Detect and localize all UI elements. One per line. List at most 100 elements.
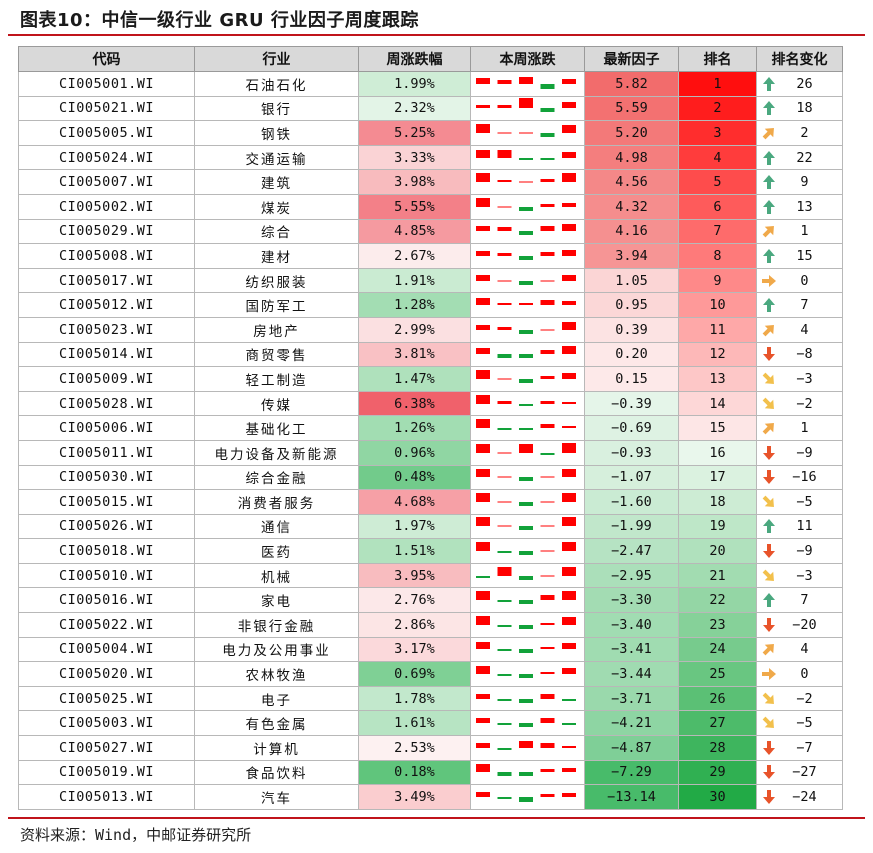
- footer-divider: [8, 817, 865, 819]
- industry-code: CI005003.WI: [18, 710, 195, 737]
- rank-change-value: 18: [796, 100, 813, 117]
- sparkline-bar: [561, 745, 576, 748]
- title-divider: [8, 34, 865, 36]
- weekly-return: 1.91%: [358, 267, 471, 294]
- sparkline-bar: [561, 124, 576, 133]
- rank: 3: [678, 120, 757, 146]
- sparkline-bar: [540, 329, 554, 331]
- weekly-sparkline: [475, 76, 576, 89]
- rank: 19: [678, 513, 757, 540]
- rank-change: 0: [756, 267, 843, 294]
- rank-change: −7: [756, 735, 843, 761]
- sparkline-bar: [540, 501, 554, 503]
- rank-change-value: −24: [792, 789, 817, 806]
- industry-name: 电子: [194, 685, 359, 712]
- weekly-sparkline: [475, 123, 576, 137]
- sparkline-bar: [497, 326, 511, 330]
- sparkline-bar: [540, 550, 554, 552]
- header-rank-change: 排名变化: [756, 46, 843, 72]
- sparkline-bar: [518, 600, 533, 605]
- industry-code: CI005004.WI: [18, 636, 195, 663]
- rank: 23: [678, 612, 757, 638]
- table-row: CI005001.WI 石油石化 1.99% 5.82 1 26: [18, 71, 843, 97]
- weekly-sparkline: [475, 98, 576, 113]
- trend-up-right-arrow-icon: [762, 128, 774, 140]
- weekly-return: 0.69%: [358, 661, 471, 687]
- weekly-return: 1.61%: [358, 710, 471, 737]
- rank-change-value: 22: [796, 149, 813, 166]
- industry-code: CI005014.WI: [18, 341, 195, 368]
- industry-code: CI005020.WI: [18, 661, 195, 687]
- sparkline-bar: [540, 742, 554, 748]
- rank: 27: [678, 710, 757, 737]
- weekly-return: 1.78%: [358, 685, 471, 712]
- sparkline-bar: [497, 400, 511, 404]
- weekly-sparkline: [475, 394, 576, 406]
- sparkline-bar: [518, 698, 533, 703]
- sparkline-bar: [518, 740, 533, 748]
- rank-change-value: −27: [792, 764, 817, 781]
- sparkline-bar: [475, 792, 490, 798]
- sparkline-bar: [561, 372, 576, 379]
- rank-change: −5: [756, 710, 843, 737]
- rank: 24: [678, 636, 757, 663]
- rank-change-value: −3: [796, 370, 813, 387]
- table-row: CI005022.WI 非银行金融 2.86% −3.40 23 −20: [18, 612, 843, 638]
- sparkline-bar: [475, 123, 490, 133]
- industry-name: 消费者服务: [194, 489, 359, 515]
- sparkline-bar: [475, 693, 490, 699]
- industry-name: 食品饮料: [194, 759, 359, 786]
- sparkline-bar: [540, 525, 554, 527]
- sparkline-bar: [540, 693, 554, 699]
- sparkline-bar: [540, 251, 554, 256]
- sparkline-bar: [561, 591, 576, 601]
- table-row: CI005029.WI 综合 4.85% 4.16 7 1: [18, 218, 843, 245]
- sparkline-bar: [561, 492, 576, 502]
- table-row: CI005014.WI 商贸零售 3.81% 0.20 12 −8: [18, 341, 843, 368]
- trend-up-arrow-icon: [763, 101, 775, 116]
- rank-change-value: 4: [800, 321, 809, 338]
- sparkline-bar: [561, 616, 576, 625]
- header-weekly-return: 周涨跌幅: [358, 46, 471, 72]
- sparkline-bar: [561, 442, 576, 453]
- sparkline-bar: [475, 274, 490, 281]
- industry-name: 综合金融: [194, 464, 359, 491]
- weekly-sparkline-cell: [470, 71, 585, 97]
- sparkline-bar: [475, 197, 490, 207]
- trend-down-right-arrow-icon: [762, 569, 774, 581]
- latest-factor: 4.16: [584, 218, 679, 245]
- sparkline-bar: [475, 149, 490, 158]
- rank-change-value: 0: [800, 666, 809, 683]
- weekly-sparkline-cell: [470, 513, 585, 540]
- rank: 26: [678, 685, 757, 712]
- header-weekly-sparkline: 本周涨跌: [470, 46, 585, 72]
- trend-up-arrow-icon: [763, 76, 775, 91]
- trend-down-right-arrow-icon: [762, 692, 774, 704]
- trend-down-arrow-icon: [763, 470, 775, 485]
- header-code: 代码: [18, 46, 195, 72]
- weekly-sparkline: [475, 615, 576, 629]
- latest-factor: 5.59: [584, 95, 679, 122]
- weekly-sparkline: [475, 517, 576, 531]
- sparkline-bar: [518, 329, 533, 334]
- latest-factor: −7.29: [584, 759, 679, 786]
- rank-change: 18: [756, 95, 843, 122]
- trend-down-arrow-icon: [763, 347, 775, 362]
- weekly-sparkline-cell: [470, 292, 585, 318]
- rank: 11: [678, 316, 757, 343]
- sparkline-bar: [497, 698, 511, 701]
- weekly-return: 4.68%: [358, 489, 471, 515]
- industry-name: 纺织服装: [194, 267, 359, 294]
- weekly-sparkline: [475, 274, 576, 285]
- rank: 25: [678, 661, 757, 687]
- industry-code: CI005016.WI: [18, 587, 195, 614]
- sparkline-bar: [497, 227, 511, 232]
- industry-name: 商贸零售: [194, 341, 359, 368]
- latest-factor: −2.95: [584, 562, 679, 589]
- industry-code: CI005018.WI: [18, 538, 195, 564]
- sparkline-bar: [518, 723, 533, 728]
- rank: 1: [678, 71, 757, 97]
- rank-change: 4: [756, 636, 843, 663]
- sparkline-bar: [497, 303, 511, 306]
- table-row: CI005008.WI 建材 2.67% 3.94 8 15: [18, 243, 843, 269]
